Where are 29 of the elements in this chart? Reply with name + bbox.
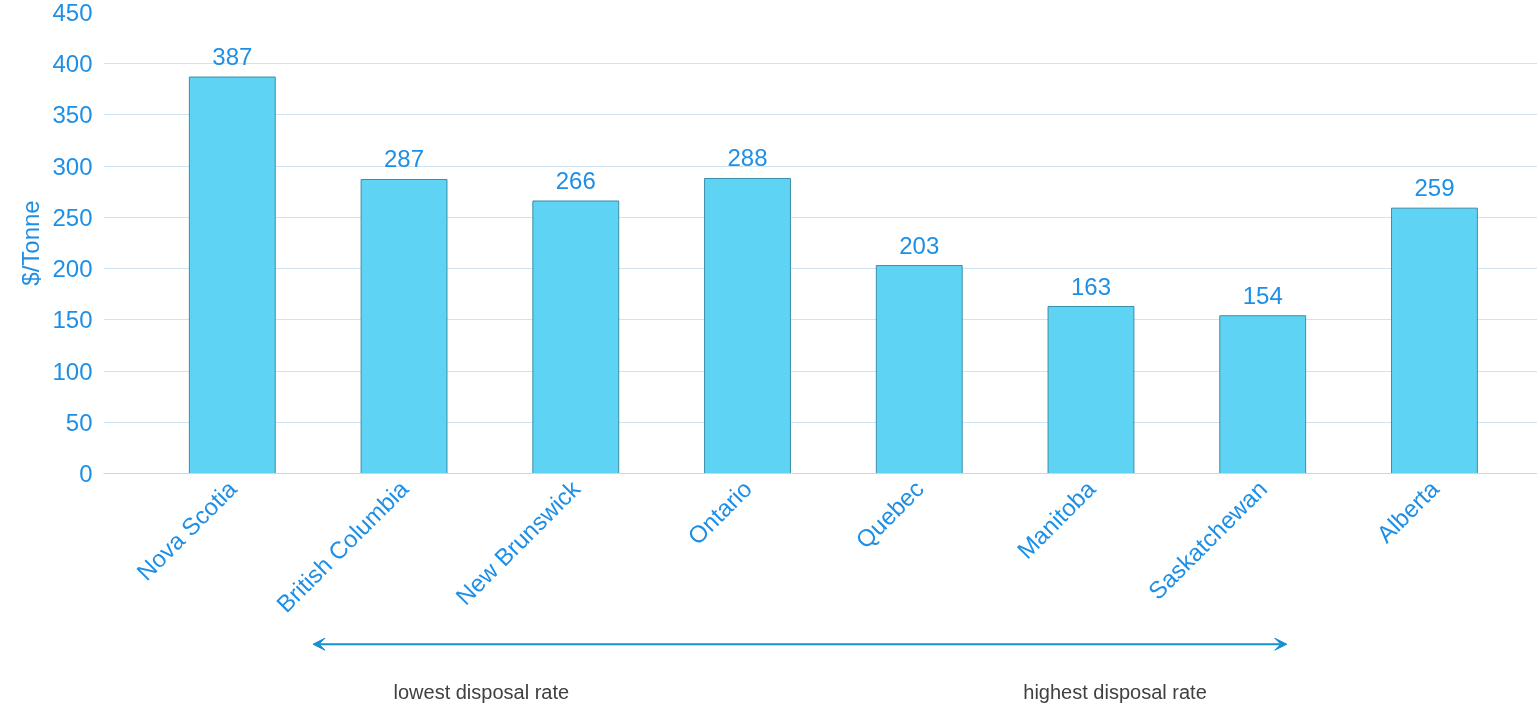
- data-label: 259: [1414, 174, 1455, 202]
- y-tick-label: 250: [52, 203, 93, 231]
- bar: [360, 178, 448, 474]
- bar: [188, 76, 276, 474]
- bar: [875, 265, 963, 474]
- data-label: 163: [1070, 272, 1112, 300]
- data-label: 287: [384, 145, 425, 173]
- data-label: 266: [555, 167, 596, 194]
- data-label: 288: [727, 144, 768, 172]
- data-label: 154: [1242, 281, 1283, 309]
- text: highest disposal rate: [1023, 680, 1207, 703]
- text: lowest disposal rate: [393, 680, 570, 703]
- y-tick-label: 300: [52, 152, 93, 180]
- y-tick-label: 0: [79, 460, 93, 487]
- bar: [704, 177, 791, 474]
- bar: [1219, 315, 1307, 474]
- data-label: 203: [899, 231, 940, 259]
- y-tick-label: 400: [52, 50, 93, 78]
- bar: [1391, 207, 1478, 474]
- y-tick-label: 100: [52, 357, 93, 385]
- bar: [1047, 306, 1135, 474]
- y-tick-label: 200: [52, 255, 93, 283]
- y-tick-label: 450: [52, 0, 93, 26]
- bar: [532, 200, 620, 474]
- y-tick-label: 350: [52, 101, 93, 129]
- y-axis-title: $/Tonne: [17, 200, 45, 286]
- y-tick-label: 50: [65, 408, 93, 436]
- data-label: 387: [212, 43, 253, 71]
- y-tick-label: 150: [52, 306, 93, 334]
